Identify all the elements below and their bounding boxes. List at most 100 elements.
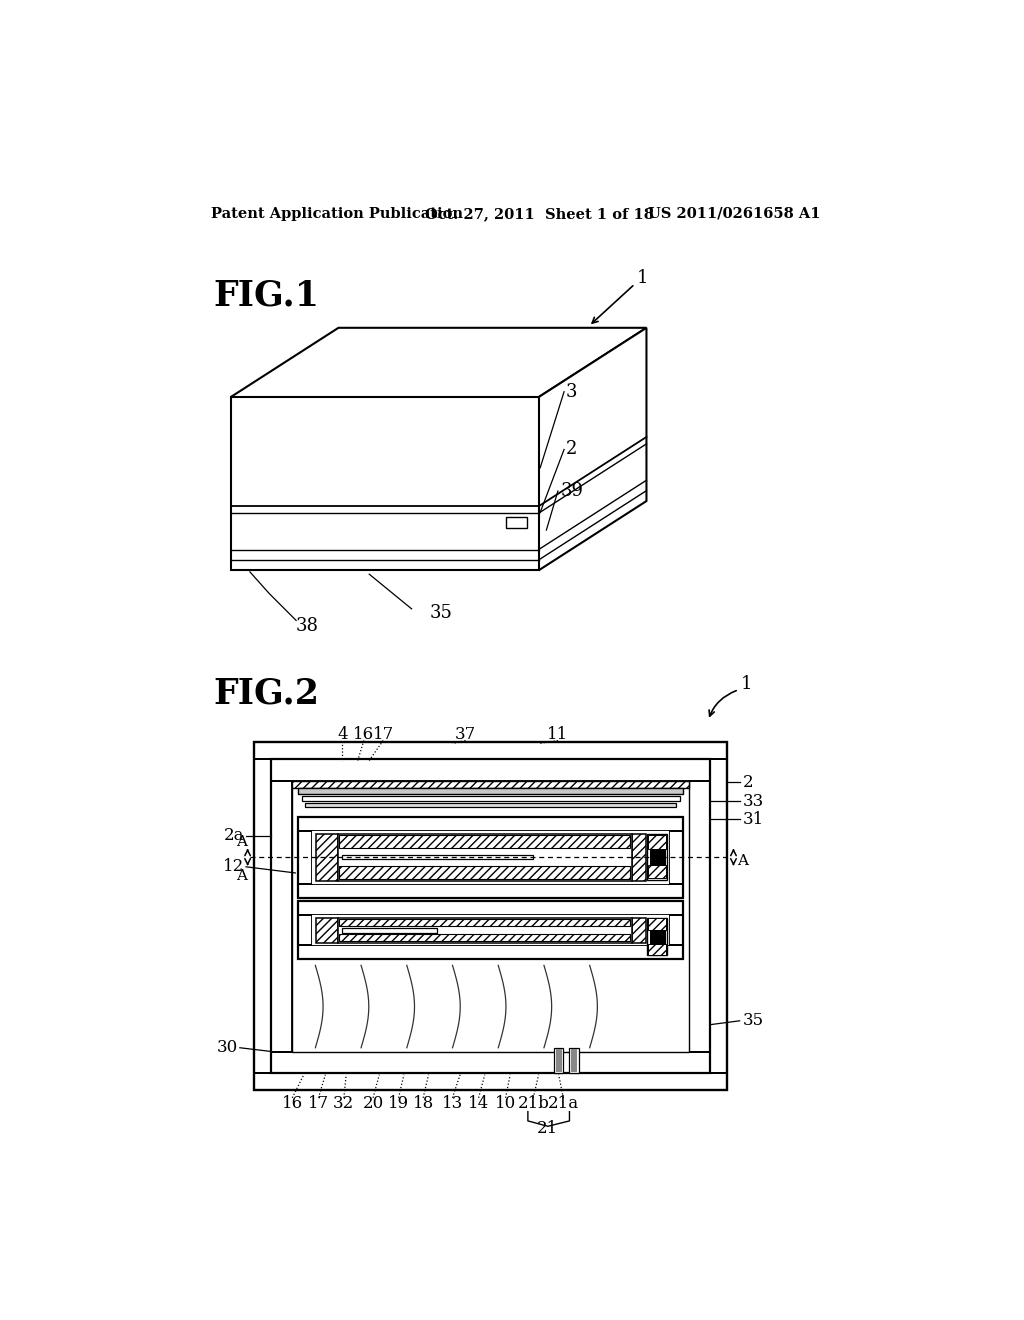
Bar	[292, 780, 689, 788]
Bar	[632, 917, 646, 942]
Bar	[339, 935, 631, 941]
Bar	[254, 742, 727, 1090]
Text: 16: 16	[282, 1096, 303, 1113]
Text: 11: 11	[547, 726, 568, 743]
Text: A: A	[737, 854, 749, 869]
Polygon shape	[230, 397, 539, 570]
Text: 13: 13	[441, 1096, 463, 1113]
Bar	[298, 945, 683, 960]
Text: 35: 35	[429, 603, 453, 622]
Bar	[304, 803, 677, 807]
Bar	[339, 866, 631, 879]
Bar	[316, 834, 338, 880]
Text: US 2011/0261658 A1: US 2011/0261658 A1	[648, 207, 820, 220]
Bar	[298, 915, 312, 945]
Text: FIG.2: FIG.2	[214, 677, 319, 710]
Bar	[648, 919, 667, 929]
Text: 21: 21	[538, 1121, 558, 1137]
Bar	[298, 884, 683, 898]
Text: 32: 32	[333, 1096, 354, 1113]
Bar	[301, 796, 680, 800]
Text: 37: 37	[455, 726, 476, 743]
Text: 2: 2	[565, 441, 577, 458]
Text: 31: 31	[742, 810, 764, 828]
Bar	[270, 780, 292, 1052]
Text: 18: 18	[413, 1096, 434, 1113]
Bar	[254, 742, 727, 759]
Bar	[669, 915, 683, 945]
Bar	[689, 780, 711, 1052]
Bar	[342, 855, 532, 859]
Text: 10: 10	[495, 1096, 516, 1113]
Text: 33: 33	[742, 793, 764, 810]
Bar	[298, 884, 683, 898]
Bar	[254, 759, 270, 1073]
Bar	[298, 788, 683, 795]
Bar	[647, 917, 668, 956]
Bar	[298, 817, 683, 830]
Bar	[711, 759, 727, 1073]
Bar	[254, 742, 727, 1090]
Bar	[632, 834, 646, 880]
Text: Oct. 27, 2011  Sheet 1 of 18: Oct. 27, 2011 Sheet 1 of 18	[425, 207, 653, 220]
Bar	[298, 945, 683, 960]
Bar	[254, 759, 270, 1073]
Bar	[270, 1052, 711, 1073]
Text: A: A	[236, 870, 247, 883]
Bar	[298, 902, 683, 960]
Bar	[669, 830, 683, 884]
Bar	[270, 1052, 711, 1073]
Text: A: A	[236, 834, 247, 849]
Text: 14: 14	[468, 1096, 489, 1113]
Bar	[298, 817, 683, 830]
Text: 17: 17	[308, 1096, 329, 1113]
Bar	[506, 517, 527, 528]
Bar	[669, 915, 683, 945]
Bar	[292, 780, 689, 1052]
Bar	[669, 830, 683, 884]
Bar	[648, 944, 667, 954]
Text: 12: 12	[223, 858, 245, 875]
Text: 19: 19	[388, 1096, 409, 1113]
Bar	[254, 1073, 727, 1090]
Bar	[298, 817, 683, 898]
Bar	[689, 780, 711, 1052]
Text: 21a: 21a	[548, 1096, 579, 1113]
Bar	[648, 836, 667, 849]
Bar	[649, 849, 665, 865]
Bar	[312, 830, 669, 884]
Bar	[298, 902, 683, 915]
Bar	[254, 1073, 727, 1090]
Bar	[342, 928, 437, 933]
Text: 1: 1	[741, 676, 753, 693]
Bar	[270, 759, 711, 1073]
Bar	[339, 919, 631, 927]
Bar	[571, 1048, 578, 1072]
Polygon shape	[230, 327, 646, 397]
Bar	[711, 759, 727, 1073]
Bar	[270, 759, 711, 1073]
Bar	[339, 836, 631, 849]
Text: 17: 17	[373, 726, 394, 743]
Polygon shape	[539, 327, 646, 570]
Text: 2a: 2a	[224, 828, 245, 845]
Bar	[648, 865, 667, 878]
Bar	[298, 915, 312, 945]
Bar	[649, 931, 665, 944]
Bar	[298, 902, 683, 915]
Text: 1: 1	[637, 269, 649, 286]
Text: FIG.1: FIG.1	[214, 279, 319, 313]
Text: 21b: 21b	[517, 1096, 549, 1113]
Text: 16: 16	[353, 726, 375, 743]
Bar	[270, 759, 711, 780]
Bar	[312, 915, 669, 945]
Bar	[647, 834, 668, 880]
Text: 30: 30	[217, 1039, 239, 1056]
Bar	[338, 917, 632, 942]
Bar	[569, 1048, 579, 1073]
Bar	[556, 1048, 562, 1072]
Text: 2: 2	[742, 774, 754, 791]
Text: 3: 3	[565, 383, 578, 401]
Text: 20: 20	[362, 1096, 384, 1113]
Text: 4: 4	[337, 726, 347, 743]
